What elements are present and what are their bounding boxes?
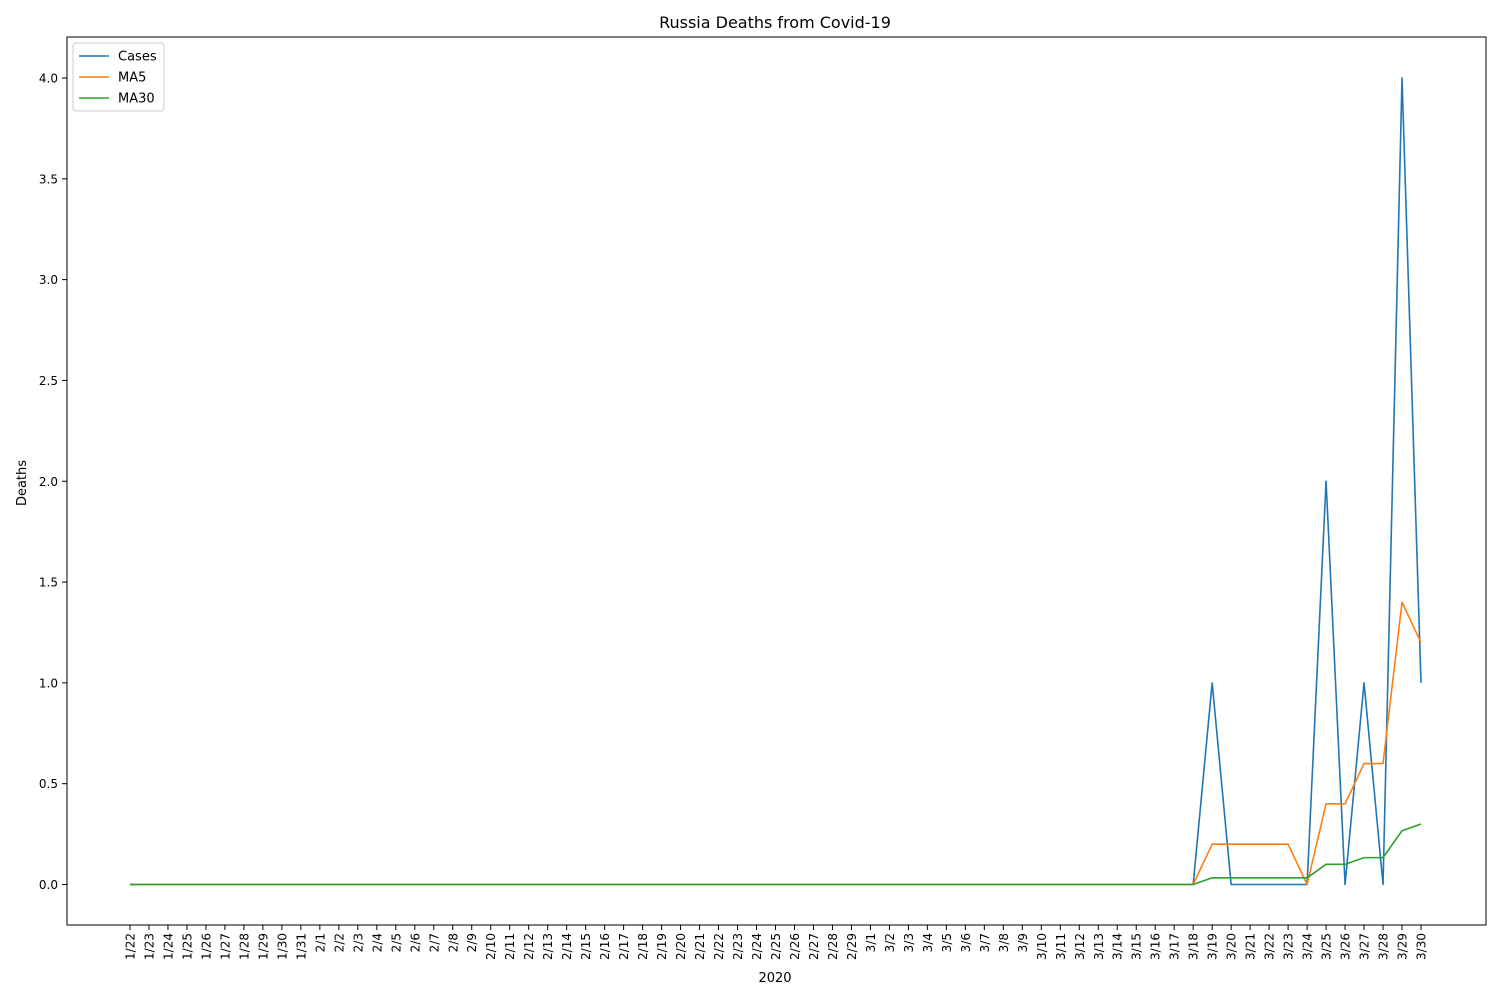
x-axis-label: 2020 bbox=[758, 971, 791, 986]
x-tick-label: 2/24 bbox=[750, 933, 764, 960]
x-tick-label: 3/26 bbox=[1339, 933, 1353, 960]
x-tick-label: 3/24 bbox=[1301, 933, 1315, 960]
x-tick-label: 2/14 bbox=[560, 933, 574, 960]
y-axis-ticks: 0.0 0.5 1.0 1.5 2.0 2.5 3.0 3.5 4.0 bbox=[39, 72, 67, 892]
x-tick-label: 2/27 bbox=[807, 933, 821, 960]
x-tick-label: 2/6 bbox=[408, 933, 422, 952]
x-tick-label: 2/7 bbox=[427, 933, 441, 952]
x-tick-label: 3/16 bbox=[1149, 933, 1163, 960]
x-tick-label: 2/8 bbox=[446, 933, 460, 952]
plot-area bbox=[66, 36, 1487, 926]
x-tick-label: 3/13 bbox=[1092, 933, 1106, 960]
x-tick-label: 1/24 bbox=[161, 933, 175, 960]
legend-label: MA5 bbox=[118, 71, 146, 86]
y-tick-label: 2.0 bbox=[39, 475, 58, 489]
x-tick-label: 3/7 bbox=[978, 933, 992, 952]
x-tick-label: 3/22 bbox=[1263, 933, 1277, 960]
x-tick-label: 3/5 bbox=[940, 933, 954, 952]
y-tick-label: 4.0 bbox=[39, 72, 58, 86]
x-tick-label: 2/29 bbox=[845, 933, 859, 960]
x-tick-label: 2/5 bbox=[389, 933, 403, 952]
x-tick-label: 1/23 bbox=[142, 933, 156, 960]
x-tick-label: 3/27 bbox=[1358, 933, 1372, 960]
y-tick-label: 1.0 bbox=[39, 676, 58, 690]
x-tick-label: 3/4 bbox=[921, 933, 935, 952]
y-tick-label: 3.5 bbox=[39, 172, 58, 186]
x-tick-label: 1/28 bbox=[237, 933, 251, 960]
x-tick-label: 2/28 bbox=[826, 933, 840, 960]
y-tick-label: 3.0 bbox=[39, 273, 58, 287]
x-tick-label: 2/10 bbox=[484, 933, 498, 960]
x-tick-label: 3/20 bbox=[1225, 933, 1239, 960]
x-tick-label: 2/4 bbox=[370, 933, 384, 952]
x-axis-ticks: 1/22 1/23 1/24 1/25 1/26 1/27 1/28 1/29 1/30 1/31… bbox=[124, 925, 1429, 960]
x-tick-label: 2/18 bbox=[636, 933, 650, 960]
x-tick-label: 3/18 bbox=[1187, 933, 1201, 960]
x-tick-label: 3/14 bbox=[1111, 933, 1125, 960]
y-tick-label: 2.5 bbox=[39, 374, 58, 388]
chart-title: Russia Deaths from Covid-19 bbox=[659, 13, 891, 32]
x-tick-label: 3/12 bbox=[1073, 933, 1087, 960]
x-tick-label: 3/9 bbox=[1016, 933, 1030, 952]
x-tick-label: 2/11 bbox=[503, 933, 517, 960]
series-line-ma30 bbox=[130, 823, 1422, 886]
x-tick-label: 2/19 bbox=[655, 933, 669, 960]
x-tick-label: 2/23 bbox=[731, 933, 745, 960]
x-tick-label: 2/16 bbox=[598, 933, 612, 960]
x-tick-label: 3/23 bbox=[1282, 933, 1296, 960]
x-tick-label: 3/11 bbox=[1054, 933, 1068, 960]
x-tick-label: 3/21 bbox=[1244, 933, 1258, 960]
x-tick-label: 3/17 bbox=[1168, 933, 1182, 960]
x-tick-label: 3/6 bbox=[959, 933, 973, 952]
x-tick-label: 2/3 bbox=[351, 933, 365, 952]
series-line-cases bbox=[130, 77, 1422, 886]
x-tick-label: 3/3 bbox=[902, 933, 916, 952]
x-tick-label: 3/29 bbox=[1396, 933, 1410, 960]
y-axis-label: Deaths bbox=[15, 460, 30, 506]
x-tick-label: 1/29 bbox=[256, 933, 270, 960]
x-tick-label: 3/30 bbox=[1415, 933, 1429, 960]
x-tick-label: 2/13 bbox=[541, 933, 555, 960]
y-tick-label: 0.0 bbox=[39, 878, 58, 892]
legend-label: MA30 bbox=[118, 92, 155, 107]
x-tick-label: 1/31 bbox=[294, 933, 308, 960]
x-tick-label: 3/19 bbox=[1206, 933, 1220, 960]
x-tick-label: 2/20 bbox=[674, 933, 688, 960]
x-tick-label: 3/10 bbox=[1035, 933, 1049, 960]
legend-label: Cases bbox=[118, 50, 157, 65]
x-tick-label: 2/1 bbox=[313, 933, 327, 952]
legend: Cases MA5 MA30 bbox=[72, 42, 165, 112]
x-tick-label: 3/25 bbox=[1320, 933, 1334, 960]
x-tick-label: 3/28 bbox=[1377, 933, 1391, 960]
x-tick-label: 2/22 bbox=[712, 933, 726, 960]
x-tick-label: 2/12 bbox=[522, 933, 536, 960]
series-lines bbox=[130, 77, 1422, 886]
x-tick-label: 1/22 bbox=[124, 933, 138, 960]
x-tick-label: 2/2 bbox=[332, 933, 346, 952]
x-tick-label: 1/26 bbox=[199, 933, 213, 960]
x-tick-label: 2/21 bbox=[693, 933, 707, 960]
x-tick-label: 1/27 bbox=[218, 933, 232, 960]
x-tick-label: 3/8 bbox=[997, 933, 1011, 952]
x-tick-label: 3/15 bbox=[1130, 933, 1144, 960]
x-tick-label: 2/17 bbox=[617, 933, 631, 960]
x-tick-label: 2/26 bbox=[788, 933, 802, 960]
x-tick-label: 1/30 bbox=[275, 933, 289, 960]
x-tick-label: 3/2 bbox=[883, 933, 897, 952]
x-tick-label: 2/9 bbox=[465, 933, 479, 952]
y-tick-label: 0.5 bbox=[39, 777, 58, 791]
x-tick-label: 1/25 bbox=[180, 933, 194, 960]
x-tick-label: 2/15 bbox=[579, 933, 593, 960]
legend-box bbox=[72, 42, 165, 112]
y-tick-label: 1.5 bbox=[39, 576, 58, 590]
x-tick-label: 2/25 bbox=[769, 933, 783, 960]
x-tick-label: 3/1 bbox=[864, 933, 878, 952]
